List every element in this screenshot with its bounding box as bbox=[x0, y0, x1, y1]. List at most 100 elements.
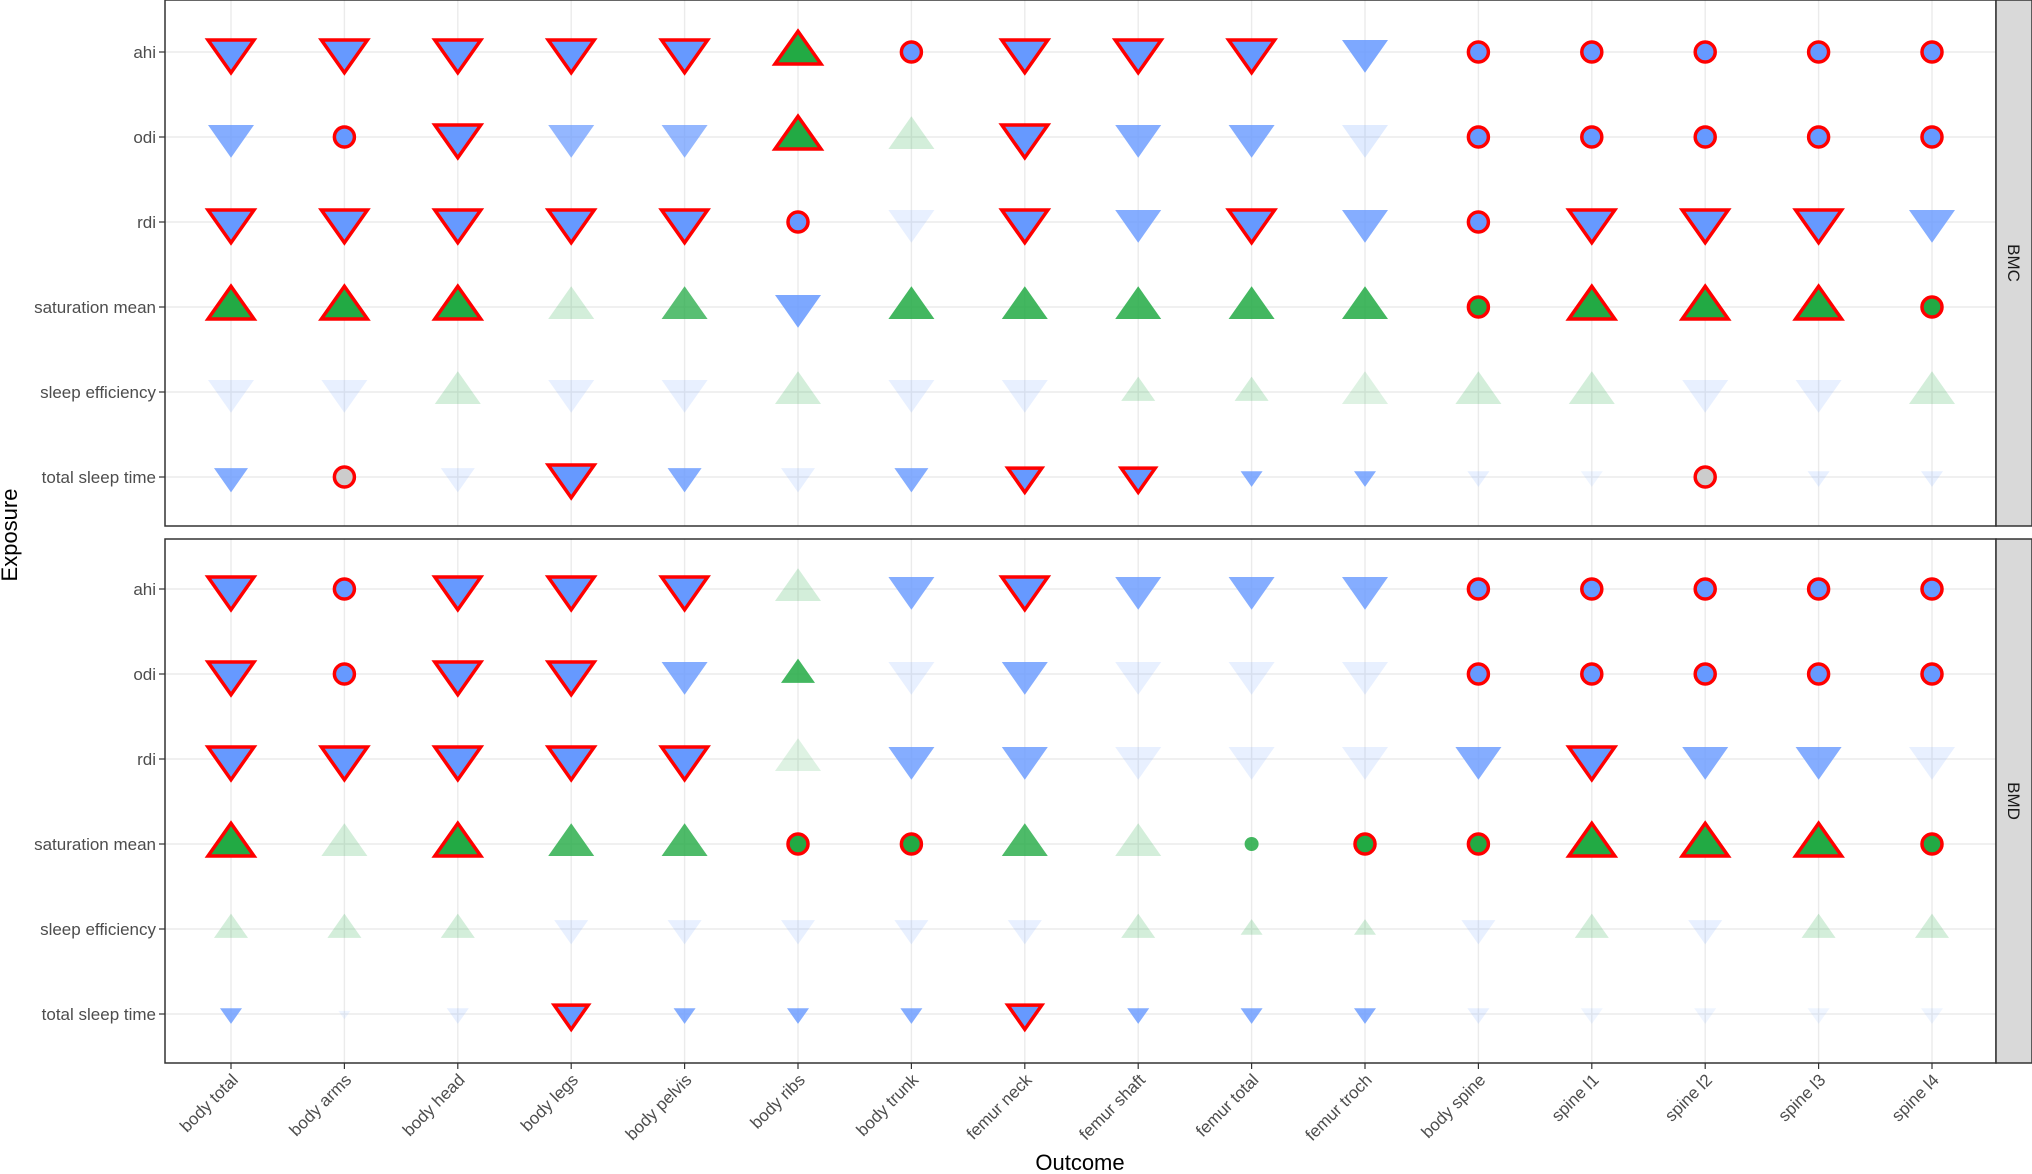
y-tick-label: total sleep time bbox=[42, 468, 156, 487]
strip-background bbox=[1995, 0, 2032, 527]
point-down-triangle bbox=[446, 1008, 469, 1024]
x-tick-label-femur-troch: femur troch bbox=[1302, 1070, 1376, 1144]
x-tick-label-body-arms: body arms bbox=[286, 1070, 356, 1140]
point-up-triangle bbox=[888, 286, 935, 320]
point-up-triangle bbox=[1678, 283, 1732, 321]
point-down-triangle bbox=[318, 745, 371, 783]
point-circle bbox=[1806, 577, 1831, 601]
x-tick-label-spine-l4: spine l4 bbox=[1888, 1070, 1943, 1125]
point-down-triangle bbox=[1342, 124, 1388, 158]
strip-label-bmc: BMC bbox=[2004, 244, 2023, 282]
point-up-triangle bbox=[1455, 371, 1502, 405]
point-down-triangle bbox=[1342, 39, 1388, 73]
point-down-triangle bbox=[998, 38, 1052, 76]
point-down-triangle bbox=[1228, 746, 1275, 780]
point-circle bbox=[1920, 295, 1944, 319]
point-down-triangle bbox=[667, 920, 702, 945]
point-down-triangle bbox=[1792, 208, 1845, 246]
point-down-triangle bbox=[1111, 38, 1165, 76]
point-up-triangle bbox=[1678, 820, 1732, 858]
point-down-triangle bbox=[661, 379, 708, 413]
strip-background bbox=[1995, 538, 2032, 1064]
y-axis-title: Exposure bbox=[0, 489, 22, 582]
point-up-triangle bbox=[1568, 371, 1615, 405]
point-up-triangle bbox=[548, 286, 595, 320]
point-down-triangle bbox=[888, 209, 935, 243]
point-down-triangle bbox=[321, 379, 368, 413]
point-up-triangle bbox=[661, 823, 708, 857]
point-down-triangle bbox=[1115, 209, 1162, 243]
point-circle bbox=[1244, 837, 1259, 851]
y-tick-label: sleep efficiency bbox=[40, 920, 156, 939]
point-up-triangle bbox=[1121, 913, 1156, 938]
point-up-triangle bbox=[1909, 371, 1955, 405]
point-down-triangle bbox=[318, 208, 371, 246]
point-up-triangle bbox=[1915, 913, 1949, 938]
x-tick-label-femur-neck: femur neck bbox=[963, 1070, 1036, 1143]
point-down-triangle bbox=[658, 38, 711, 76]
point-circle bbox=[1920, 832, 1944, 856]
point-circle bbox=[1920, 662, 1944, 686]
point-down-triangle bbox=[204, 38, 258, 76]
point-up-triangle bbox=[661, 286, 708, 320]
point-down-triangle bbox=[781, 920, 815, 945]
x-tick-label-body-spine: body spine bbox=[1418, 1070, 1490, 1142]
point-down-triangle bbox=[998, 575, 1052, 613]
point-up-triangle bbox=[1792, 820, 1845, 858]
point-circle bbox=[1693, 40, 1717, 64]
point-down-triangle bbox=[1807, 1008, 1830, 1024]
point-circle bbox=[1693, 125, 1717, 149]
point-down-triangle bbox=[888, 661, 935, 695]
point-down-triangle bbox=[1115, 124, 1162, 158]
point-up-triangle bbox=[431, 820, 485, 858]
point-down-triangle bbox=[554, 920, 589, 945]
point-circle bbox=[1466, 577, 1491, 601]
point-down-triangle bbox=[1001, 661, 1048, 695]
point-down-triangle bbox=[661, 124, 708, 158]
point-circle bbox=[1580, 662, 1604, 686]
point-circle bbox=[332, 465, 357, 489]
point-down-triangle bbox=[667, 468, 702, 493]
point-down-triangle bbox=[431, 660, 485, 698]
point-circle bbox=[332, 577, 357, 601]
point-down-triangle bbox=[673, 1008, 696, 1024]
point-down-triangle bbox=[1795, 379, 1842, 413]
point-up-triangle bbox=[771, 113, 825, 151]
point-circle bbox=[1806, 125, 1831, 149]
point-circle bbox=[1466, 662, 1491, 686]
point-down-triangle bbox=[204, 660, 258, 698]
point-down-triangle bbox=[1455, 746, 1502, 780]
point-circle bbox=[1693, 662, 1717, 686]
point-down-triangle bbox=[431, 745, 485, 783]
point-circle bbox=[1580, 125, 1604, 149]
y-tick-label: odi bbox=[133, 128, 156, 147]
point-down-triangle bbox=[1001, 746, 1048, 780]
point-down-triangle bbox=[544, 745, 598, 783]
point-down-triangle bbox=[544, 38, 598, 76]
point-down-triangle bbox=[1565, 208, 1619, 246]
y-tick-label: saturation mean bbox=[34, 298, 156, 317]
point-circle bbox=[1466, 832, 1491, 856]
point-up-triangle bbox=[771, 28, 825, 66]
point-up-triangle bbox=[214, 913, 248, 938]
point-down-triangle bbox=[548, 124, 595, 158]
point-circle bbox=[1353, 832, 1377, 856]
point-down-triangle bbox=[787, 1008, 809, 1024]
x-tick-label-body-total: body total bbox=[176, 1070, 242, 1136]
point-down-triangle bbox=[214, 468, 248, 493]
point-down-triangle bbox=[544, 208, 598, 246]
point-up-triangle bbox=[1792, 283, 1845, 321]
x-tick-label-spine-l2: spine l2 bbox=[1661, 1070, 1716, 1125]
point-down-triangle bbox=[204, 208, 258, 246]
point-down-triangle bbox=[318, 38, 371, 76]
point-circle bbox=[1693, 577, 1717, 601]
point-down-triangle bbox=[548, 379, 595, 413]
point-down-triangle bbox=[658, 208, 711, 246]
point-down-triangle bbox=[550, 1003, 592, 1033]
point-down-triangle bbox=[1678, 208, 1732, 246]
point-down-triangle bbox=[888, 746, 935, 780]
point-down-triangle bbox=[1342, 661, 1388, 695]
x-tick-label-femur-shaft: femur shaft bbox=[1075, 1070, 1149, 1144]
point-down-triangle bbox=[1004, 466, 1046, 496]
point-down-triangle bbox=[1909, 746, 1955, 780]
